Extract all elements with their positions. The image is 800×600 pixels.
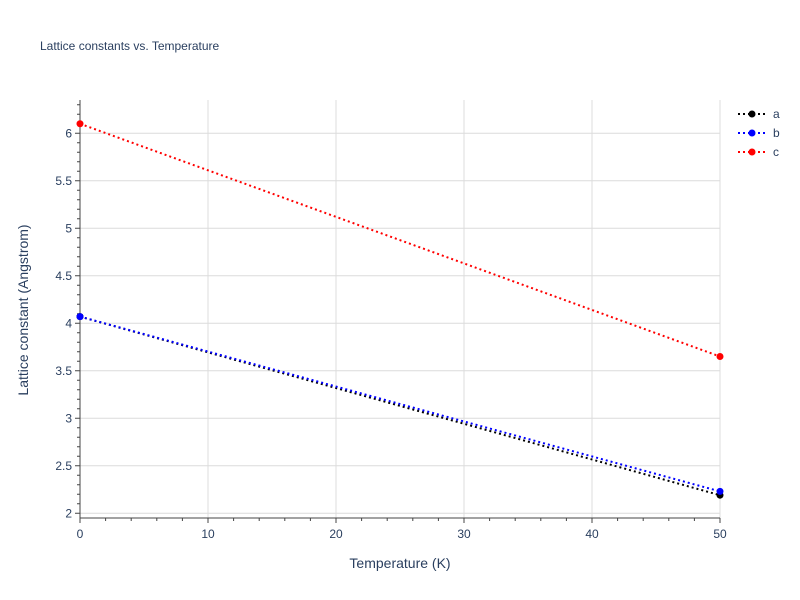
y-tick-label: 5	[65, 221, 72, 235]
x-tick-label: 10	[201, 527, 215, 541]
chart-title: Lattice constants vs. Temperature	[40, 39, 220, 53]
legend-label: a	[773, 107, 780, 121]
legend-item-b[interactable]: b	[738, 126, 780, 140]
legend-marker	[748, 110, 756, 118]
series-line-c	[79, 122, 721, 358]
x-tick-label: 40	[585, 527, 599, 541]
series-line-b	[79, 315, 721, 493]
x-axis-title: Temperature (K)	[349, 555, 450, 571]
series-line-a	[79, 315, 721, 497]
x-tick-label: 0	[77, 527, 84, 541]
legend-item-a[interactable]: a	[738, 107, 780, 121]
y-tick-label: 6	[65, 126, 72, 140]
legend-item-c[interactable]: c	[738, 145, 779, 159]
legend-marker	[748, 148, 756, 156]
grid-layer	[80, 100, 721, 518]
x-tick-label: 50	[713, 527, 727, 541]
data-point-b	[716, 487, 724, 495]
y-tick-label: 3	[65, 411, 72, 425]
x-tick-label: 30	[457, 527, 471, 541]
legend[interactable]: abc	[738, 107, 780, 159]
y-tick-label: 4	[65, 316, 72, 330]
x-tick-label: 20	[329, 527, 343, 541]
legend-label: c	[773, 145, 779, 159]
legend-label: b	[773, 126, 780, 140]
series-layer	[76, 120, 724, 499]
data-point-c	[716, 353, 724, 360]
data-point-b	[76, 313, 84, 321]
y-tick-label: 5.5	[55, 174, 72, 188]
y-tick-label: 2.5	[55, 459, 72, 473]
y-tick-label: 3.5	[55, 364, 72, 378]
y-tick-label: 4.5	[55, 269, 72, 283]
y-tick-label: 2	[65, 506, 72, 520]
data-point-c	[76, 120, 84, 128]
y-axis-title: Lattice constant (Angstrom)	[15, 224, 31, 395]
axes-layer: 2 2.5 3 3.5 4 4.5 5 5.5 6 0 10 20 30 40 50	[55, 100, 727, 541]
legend-marker	[748, 129, 756, 137]
